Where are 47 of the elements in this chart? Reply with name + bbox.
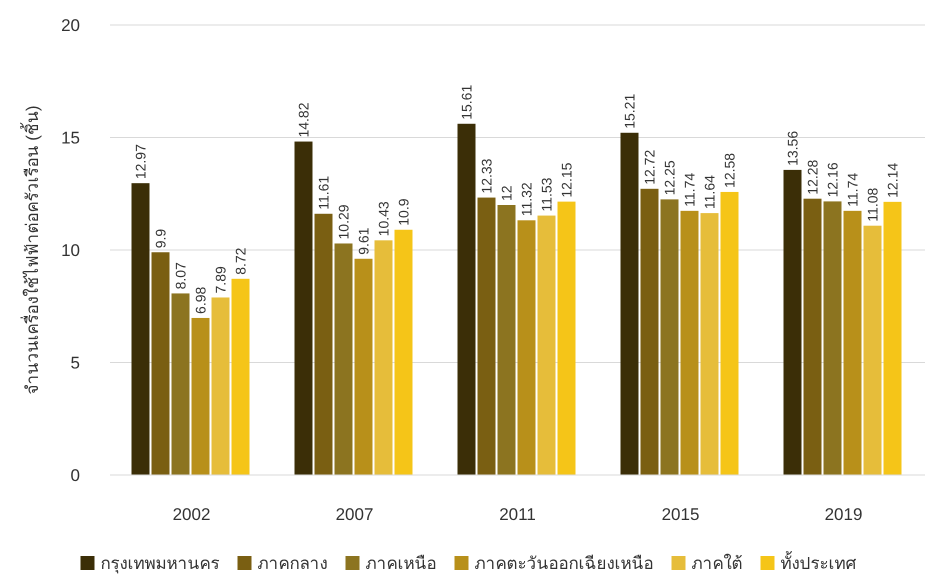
data-label: 12.14 <box>884 162 900 198</box>
data-label: 7.89 <box>212 266 228 294</box>
data-label: 6.98 <box>192 286 208 314</box>
data-label: 9.61 <box>356 227 372 255</box>
data-label: 11.53 <box>538 177 554 212</box>
data-label: 12 <box>498 185 514 201</box>
y-axis-title: จำนวนเครื่องใช้ไฟฟ้าต่อครัวเรือน (ชิ้น) <box>20 105 42 395</box>
legend-label: ภาคใต้ <box>692 553 742 573</box>
x-tick-label: 2007 <box>336 505 374 524</box>
y-tick-label: 15 <box>61 128 80 148</box>
data-label: 12.72 <box>642 150 658 185</box>
x-tick-label: 2015 <box>662 505 700 524</box>
data-label: 9.9 <box>152 228 168 248</box>
data-label: 12.97 <box>132 144 148 180</box>
y-tick-label: 20 <box>61 16 80 35</box>
data-label: 10.29 <box>336 204 352 240</box>
legend-label: ทั้งประเทศ <box>780 551 856 573</box>
data-label: 11.74 <box>682 172 698 207</box>
data-label: 12.25 <box>662 160 678 196</box>
data-label: 15.21 <box>622 94 638 129</box>
data-label: 11.74 <box>844 172 860 207</box>
data-label: 12.58 <box>722 152 738 188</box>
data-label: 11.61 <box>316 176 332 210</box>
data-label: 12.15 <box>558 162 574 198</box>
data-label: 10.9 <box>396 198 412 226</box>
legend-label: กรุงเทพมหานคร <box>100 554 220 574</box>
data-label: 15.61 <box>458 84 474 120</box>
legend-label: ภาคกลาง <box>258 554 328 573</box>
data-label: 12.16 <box>824 162 840 198</box>
legend-label: ภาคเหนือ <box>366 554 436 573</box>
data-label: 11.32 <box>518 182 534 216</box>
data-label: 11.08 <box>864 187 880 222</box>
y-tick-label: 5 <box>70 354 80 372</box>
data-label: 8.72 <box>232 247 248 275</box>
data-label: 13.56 <box>784 130 800 166</box>
data-label: 14.82 <box>296 102 312 138</box>
x-tick-label: 2002 <box>172 505 210 524</box>
y-tick-label: 10 <box>61 241 80 260</box>
data-label: 12.33 <box>478 158 494 194</box>
data-label: 10.43 <box>376 201 392 236</box>
y-tick-label: 0 <box>70 466 80 485</box>
legend-label: ภาคตะวันออกเฉียงเหนือ <box>474 554 654 573</box>
data-label: 12.28 <box>804 159 820 195</box>
x-tick-label: 2019 <box>824 505 862 524</box>
x-tick-label: 2011 <box>499 505 536 524</box>
data-label: 8.07 <box>172 262 188 290</box>
data-label: 11.64 <box>702 174 718 210</box>
